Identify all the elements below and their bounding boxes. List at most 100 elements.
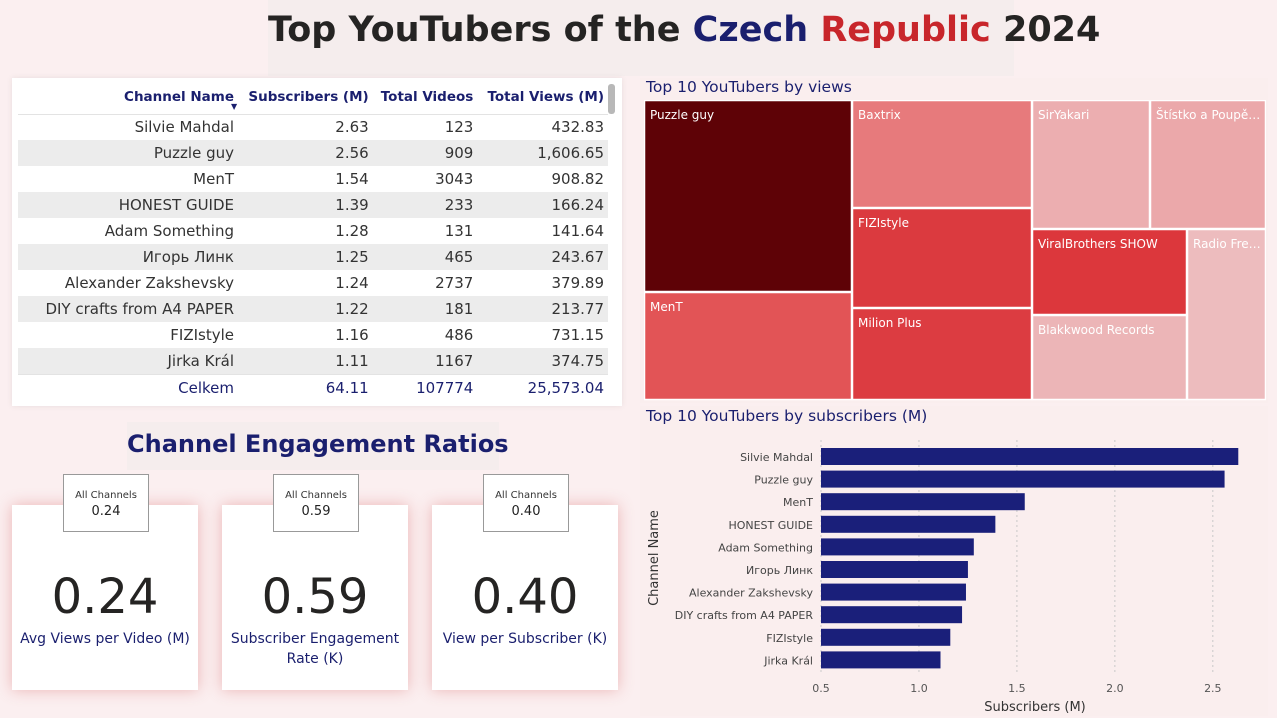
column-header-total-views[interactable]: Total Views (M) — [477, 80, 608, 115]
total-subscribers-cell: 64.11 — [238, 373, 373, 402]
treemap-tile-radio-fre[interactable] — [1186, 228, 1266, 401]
y-axis-title: Channel Name — [647, 510, 662, 606]
treemap-tile-puzzle-guy[interactable] — [644, 100, 853, 293]
channel-name-cell: Игорь Линк — [18, 244, 238, 270]
title-czech: Czech — [692, 10, 809, 50]
y-category-label: Jirka Král — [763, 654, 813, 667]
treemap-tile-baxtrix[interactable] — [851, 100, 1033, 209]
treemap-label-radio-fre: Radio Fre… — [1193, 237, 1261, 251]
x-tick-label: 1.0 — [910, 682, 928, 695]
bar[interactable] — [821, 470, 1225, 488]
filter-card-all-channels[interactable]: All Channels 0.40 — [483, 474, 569, 532]
channel-name-cell: MenT — [193, 170, 234, 188]
treemap-tile-viralbrothers-show[interactable] — [1031, 228, 1188, 316]
channel-name-cell: Alexander Zakshevsky — [64, 274, 234, 292]
channel-name-cell: HONEST GUIDE — [18, 192, 238, 218]
total-videos-cell: 131 — [444, 222, 474, 240]
kpi-card-subscriber-engagement: 0.59 Subscriber Engagement Rate (K) — [222, 505, 408, 690]
channel-name-cell: Jirka Král — [18, 348, 238, 374]
bar-chart: 0.5 1.0 1.5 2.0 2.5 Silvie Mahdal Puzzle guy Me… — [647, 440, 1239, 715]
x-tick-label: 2.0 — [1106, 682, 1124, 695]
kpi-label: Subscriber Engagement Rate (K) — [230, 631, 400, 667]
bar[interactable] — [821, 651, 941, 669]
engagement-title: Channel Engagement Ratios — [127, 430, 509, 458]
bar[interactable] — [821, 515, 996, 533]
table-row[interactable]: Adam Something 1.28 131 141.64 — [18, 218, 608, 244]
y-category-label: Silvie Mahdal — [740, 451, 813, 464]
column-header-total-videos[interactable]: Total Videos — [372, 80, 478, 115]
subscribers-cell: 1.11 — [238, 348, 373, 374]
filter-card-label: All Channels — [495, 490, 557, 501]
total-channel-name-cell: Celkem — [18, 373, 238, 402]
treemap-tile-siryakari[interactable] — [1031, 100, 1151, 230]
subscribers-cell: 1.39 — [238, 192, 373, 218]
bar[interactable] — [821, 583, 966, 601]
channel-name-cell: Adam Something — [104, 222, 234, 240]
table-scrollbar[interactable] — [608, 82, 616, 400]
y-category-label: DIY crafts from A4 PAPER — [675, 609, 814, 622]
engagement-header: Channel Engagement Ratios — [127, 422, 509, 470]
total-views-cell: 1,606.65 — [477, 140, 608, 166]
table-row[interactable]: Puzzle guy 2.56 909 1,606.65 — [18, 140, 608, 166]
channel-name-cell: FIZIstyle — [170, 326, 234, 344]
channel-name-cell: Puzzle guy — [18, 140, 238, 166]
table-row[interactable]: Игорь Линк 1.25 465 243.67 — [18, 244, 608, 270]
title-year: 2024 — [1002, 10, 1101, 50]
x-tick-label: 1.5 — [1008, 682, 1026, 695]
table-row[interactable]: DIY crafts from A4 PAPER 1.22 181 213.77 — [18, 296, 608, 322]
treemap-label-fizistyle: FIZIstyle — [858, 216, 909, 230]
column-header-channel-name[interactable]: Channel Name — [18, 80, 238, 115]
total-views-cell: 374.75 — [477, 348, 608, 374]
table-row[interactable]: Jirka Král 1.11 1167 374.75 — [18, 348, 608, 374]
table-row[interactable]: Alexander Zakshevsky 1.24 2737 379.89 — [18, 270, 608, 296]
treemap-label-ment: MenT — [650, 300, 683, 314]
treemap-label-t-stko-a-poup: Štístko a Poupě… — [1156, 107, 1260, 122]
total-total-videos-cell: 107774 — [372, 373, 478, 402]
table-row[interactable]: FIZIstyle 1.16 486 731.15 — [18, 322, 608, 348]
bar[interactable] — [821, 493, 1025, 511]
column-header-subscribers[interactable]: Subscribers (M) — [238, 80, 373, 115]
subscribers-cell: 2.56 — [238, 140, 373, 166]
table-scrollbar-thumb[interactable] — [608, 84, 615, 114]
total-videos-cell: 233 — [372, 192, 478, 218]
treemap-tile-fizistyle[interactable] — [851, 207, 1033, 309]
treemap-tile-ment[interactable] — [644, 291, 853, 401]
y-category-label: Puzzle guy — [754, 474, 813, 487]
bar[interactable] — [821, 538, 974, 556]
treemap-tile-milion-plus[interactable] — [851, 307, 1033, 401]
x-tick-label: 2.5 — [1204, 682, 1222, 695]
bar[interactable] — [821, 606, 963, 624]
treemap-title: Top 10 YouTubers by views — [646, 78, 852, 96]
subscribers-cell: 1.16 — [335, 326, 369, 344]
total-views-cell: 166.24 — [477, 192, 608, 218]
total-videos-cell: 3043 — [435, 170, 474, 188]
bar-chart-title: Top 10 YouTubers by subscribers (M) — [646, 407, 928, 425]
subscribers-cell: 1.25 — [238, 244, 373, 270]
total-total-views-cell: 25,573.04 — [477, 373, 608, 402]
table-row[interactable]: HONEST GUIDE 1.39 233 166.24 — [18, 192, 608, 218]
total-views-cell: 243.67 — [477, 244, 608, 270]
treemap-label-milion-plus: Milion Plus — [858, 316, 922, 330]
subscribers-cell: 2.63 — [335, 118, 369, 137]
treemap-tile-t-stko-a-poup[interactable] — [1149, 100, 1266, 230]
kpi-value: 0.24 — [51, 569, 159, 625]
y-category-label: MenT — [783, 496, 813, 509]
table-row[interactable]: Silvie Mahdal 2.63 123 432.83 — [18, 114, 608, 140]
kpi-label: View per Subscriber (K) — [442, 631, 608, 647]
bar[interactable] — [821, 561, 968, 578]
treemap-label-blakkwood-records: Blakkwood Records — [1038, 323, 1154, 337]
table-row[interactable]: MenT 1.54 3043 908.82 — [18, 166, 608, 192]
page-title: Top YouTubers of the Czech Republic 2024 — [268, 10, 1100, 50]
filter-card-all-channels[interactable]: All Channels 0.59 — [273, 474, 359, 532]
subscribers-cell: 1.28 — [335, 222, 369, 240]
bar[interactable] — [821, 628, 951, 646]
channel-name-cell: DIY crafts from A4 PAPER — [18, 296, 238, 322]
filter-card-all-channels[interactable]: All Channels 0.24 — [63, 474, 149, 532]
bar[interactable] — [821, 448, 1239, 465]
sort-descending-icon[interactable]: ▼ — [231, 102, 238, 111]
treemap-tile-blakkwood-records[interactable] — [1031, 314, 1188, 401]
kpi-value: 0.40 — [471, 569, 579, 625]
x-tick-label: 0.5 — [812, 682, 830, 695]
total-videos-cell: 909 — [372, 140, 478, 166]
total-views-cell: 432.83 — [551, 118, 605, 137]
